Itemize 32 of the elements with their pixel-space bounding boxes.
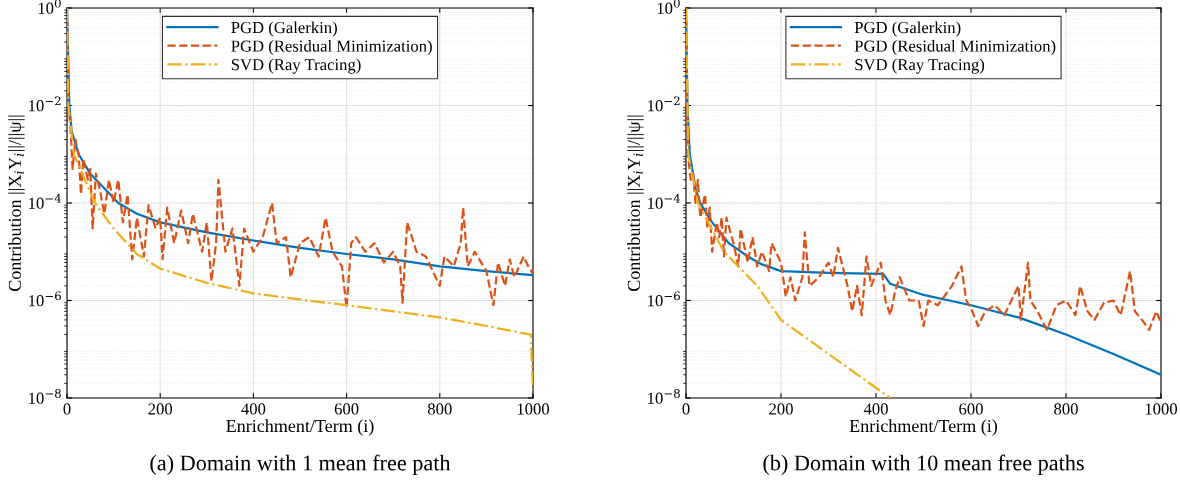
y-tick-label: 10$^{−6}$ bbox=[648, 291, 680, 307]
y-tick-label: 10$^{−8}$ bbox=[29, 388, 61, 404]
x-tick-label: 400 bbox=[863, 403, 888, 415]
legend-label: SVD (Ray Tracing) bbox=[855, 58, 985, 74]
text: (b) Domain with 10 mean free paths bbox=[763, 454, 1084, 475]
x-tick-label: 200 bbox=[148, 403, 173, 415]
y-tick-label: 10$^{−8}$ bbox=[648, 388, 680, 404]
x-tick-label: 600 bbox=[959, 403, 983, 415]
x-tick-label: 0 bbox=[63, 403, 71, 415]
legend-label: PGD (Galerkin) bbox=[854, 21, 961, 37]
legend-label: PGD (Residual Minimization) bbox=[854, 39, 1056, 56]
y-tick-label: 10$^{−4}$ bbox=[29, 193, 62, 209]
legend-label: SVD (Ray Tracing) bbox=[231, 58, 361, 74]
y-tick-label: 10$^{−6}$ bbox=[29, 291, 61, 307]
y-axis-title: Contribution ||X$_{i}$Y$_{i}$||/||ψ|| bbox=[8, 115, 25, 291]
legend-label: PGD (Galerkin) bbox=[231, 21, 337, 37]
x-tick-label: 200 bbox=[769, 403, 793, 415]
x-tick-label: 0 bbox=[682, 403, 690, 415]
text: (a) Domain with 1 mean free path bbox=[150, 454, 451, 475]
y-tick-label: 10$^{−2}$ bbox=[29, 96, 61, 112]
y-tick-label: 10$^{−4}$ bbox=[648, 193, 681, 209]
x-axis-title: Enrichment/Term (i) bbox=[226, 419, 374, 436]
x-tick-label: 600 bbox=[334, 403, 359, 415]
x-tick-label: 800 bbox=[427, 403, 452, 415]
x-tick-label: 800 bbox=[1054, 403, 1078, 415]
x-axis-title: Enrichment/Term (i) bbox=[849, 419, 998, 436]
x-tick-label: 400 bbox=[241, 403, 266, 415]
x-tick-label: 1000 bbox=[1145, 403, 1178, 415]
y-tick-label: 10$^{−2}$ bbox=[648, 96, 680, 112]
y-axis-title: Contribution ||X$_{i}$Y$_{i}$||/||ψ|| bbox=[627, 115, 644, 291]
x-tick-label: 1000 bbox=[517, 403, 550, 415]
legend-label: PGD (Residual Minimization) bbox=[231, 39, 432, 56]
